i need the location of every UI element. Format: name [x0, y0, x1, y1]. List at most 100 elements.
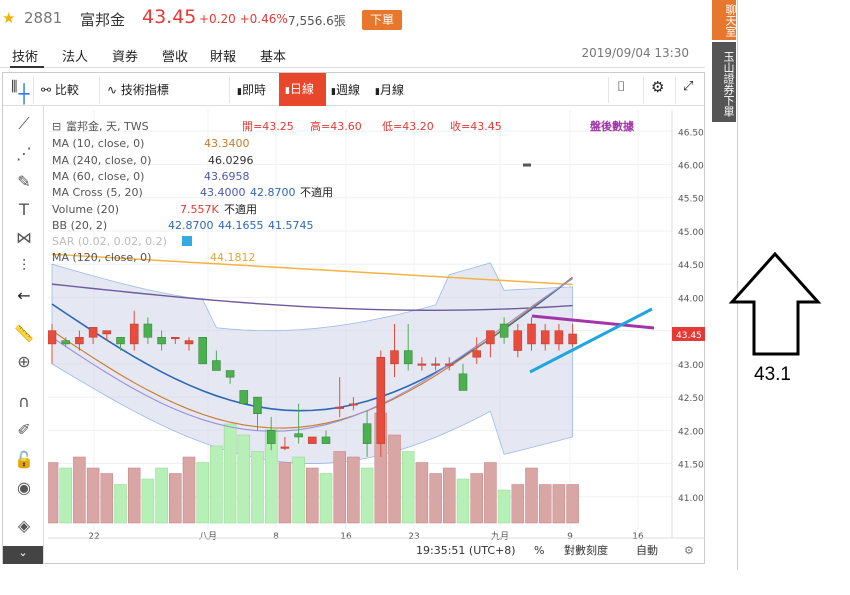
legend-ma240-value: 46.0296 — [208, 154, 254, 167]
support-line — [529, 307, 653, 374]
crosshair-icon[interactable]: ┼ — [18, 84, 30, 105]
volume-bar — [251, 451, 264, 524]
ruler-icon[interactable]: 📏 — [14, 324, 34, 343]
candle-body — [48, 330, 57, 345]
volume-bar — [86, 467, 100, 524]
legend-close: 收=43.45 — [450, 119, 502, 133]
indicators-button[interactable]: ∿ 技術指標 — [107, 83, 169, 97]
price-change: +0.20 +0.46% — [199, 12, 288, 26]
interval-realtime[interactable]: ▮即時 — [237, 83, 266, 97]
measure-tool-icon[interactable]: ⫶ — [21, 256, 26, 275]
fullscreen-icon[interactable]: ⤢ — [683, 79, 694, 94]
legend-bb-value1: 42.8700 — [168, 219, 214, 232]
legend-ma10-value: 43.3400 — [204, 137, 250, 150]
y-tick-label: 46.00 — [678, 162, 704, 172]
ma60-line — [51, 283, 573, 311]
back-arrow-icon[interactable]: ← — [17, 286, 31, 305]
volume-bar — [538, 484, 552, 524]
compare-button[interactable]: ⚯ 比較 — [41, 83, 79, 97]
log-scale-toggle[interactable]: 對數刻度 — [564, 543, 608, 557]
tab-revenue[interactable]: 營收 — [162, 50, 189, 65]
candle-body — [390, 350, 399, 365]
candle-body — [445, 363, 454, 366]
percent-toggle[interactable]: % — [534, 544, 544, 557]
interval-daily[interactable]: ▮日線 — [279, 73, 326, 106]
ma10-line — [51, 277, 573, 429]
candle-body — [349, 403, 358, 406]
legend-sar[interactable]: SAR (0.02, 0.02, 0.2) — [52, 235, 167, 248]
last-price-tag — [672, 326, 705, 341]
candle-body — [61, 340, 70, 345]
brush-icon[interactable]: ✎ — [17, 172, 31, 191]
legend-ma60[interactable]: MA (60, close, 0) — [52, 170, 144, 183]
eye-icon[interactable]: ◉ — [17, 478, 31, 497]
order-button[interactable]: 下單 — [362, 10, 402, 30]
legend-high: 高=43.60 — [310, 119, 362, 133]
tab-institutional[interactable]: 法人 — [62, 50, 89, 65]
chart-legend: ⊟ 富邦金, 天, TWS 開=43.25 高=43.60 低=43.20 收=… — [52, 119, 635, 264]
volume-bar — [429, 473, 442, 524]
legend-volume[interactable]: Volume (20) — [52, 203, 119, 216]
settings-gear-icon[interactable]: ⚙ — [651, 78, 665, 96]
stock-header: ★ 2881 富邦金 43.45 +0.20 +0.46% 7,556.6張 下… — [0, 0, 705, 40]
legend-ma10[interactable]: MA (10, close, 0) — [52, 137, 144, 150]
volume-bar — [73, 456, 86, 524]
candle-body — [321, 436, 331, 444]
fib-tool-icon[interactable]: ⋰ — [16, 144, 32, 163]
broker-order-button[interactable]: 玉山證券下單 — [712, 42, 736, 122]
x-tick-label: 9 — [567, 532, 573, 542]
lock-drawing-icon[interactable]: ✐ — [17, 420, 31, 439]
indicator-lines — [51, 253, 574, 432]
candlesticks — [48, 163, 577, 457]
trend-line-icon[interactable]: ⟋ — [18, 114, 30, 133]
legend-macross[interactable]: MA Cross (5, 20) — [52, 186, 143, 199]
candle-body — [116, 337, 125, 345]
tab-margin[interactable]: 資券 — [112, 50, 139, 65]
camera-icon[interactable]: ⌷ — [617, 79, 626, 95]
interval-weekly[interactable]: ▮週線 — [331, 83, 360, 97]
x-tick-label: 8 — [273, 532, 279, 542]
volume-bar — [292, 456, 305, 524]
user-drawn-lines — [529, 307, 655, 374]
tab-basic[interactable]: 基本 — [260, 50, 287, 65]
favorite-star-icon[interactable]: ★ — [2, 9, 16, 27]
candle-body — [253, 396, 262, 414]
candle-body — [266, 430, 276, 444]
legend-collapse-icon[interactable]: ⊟ — [52, 120, 61, 133]
footer-gear-icon[interactable]: ⚙ — [684, 544, 694, 557]
volume-bar — [443, 467, 456, 524]
legend-macross-value1: 43.4000 — [200, 186, 246, 199]
legend-ma240[interactable]: MA (240, close, 0) — [52, 154, 151, 167]
interval-weekly-icon: ▮ — [331, 87, 336, 97]
volume-bar — [100, 473, 114, 524]
auto-scale-toggle[interactable]: 自動 — [636, 543, 658, 557]
candle-style-icon[interactable]: ⫼ — [11, 79, 18, 95]
after-hours-label: 盤後數據 — [589, 119, 635, 133]
footer-clock: 19:35:51 (UTC+8) — [416, 544, 516, 557]
price-chart[interactable]: 46.5046.0045.5045.0044.5044.0043.5043.00… — [48, 110, 705, 564]
resistance-line — [531, 314, 655, 330]
candle-body — [294, 433, 303, 438]
candle-body — [75, 337, 84, 345]
unlock-icon[interactable]: 🔓 — [14, 450, 34, 469]
zoom-in-icon[interactable]: ⊕ — [17, 352, 31, 371]
layers-icon[interactable]: ◈ — [17, 516, 31, 535]
candle-body — [212, 360, 221, 371]
magnet-icon[interactable]: ∩ — [18, 392, 30, 411]
interval-monthly[interactable]: ▮月線 — [375, 83, 404, 97]
text-tool-icon[interactable]: T — [19, 200, 29, 219]
pattern-tool-icon[interactable]: ⋈ — [16, 228, 32, 247]
candle-body — [198, 337, 207, 365]
tab-financials[interactable]: 財報 — [210, 50, 237, 65]
legend-bb[interactable]: BB (20, 2) — [52, 219, 107, 232]
volume-bar — [114, 484, 127, 524]
volume-bar — [552, 484, 566, 524]
legend-ma120[interactable]: MA (120, close, 0) — [52, 251, 151, 264]
collapse-chevron-icon[interactable]: ⌄ — [3, 546, 43, 564]
candle-body — [540, 330, 550, 345]
volume-bar — [566, 484, 579, 524]
chat-room-button[interactable]: 聊天室 — [712, 0, 737, 40]
candle-body — [157, 337, 166, 345]
tab-technical[interactable]: 技術 — [12, 50, 39, 65]
candle-body — [88, 327, 98, 338]
